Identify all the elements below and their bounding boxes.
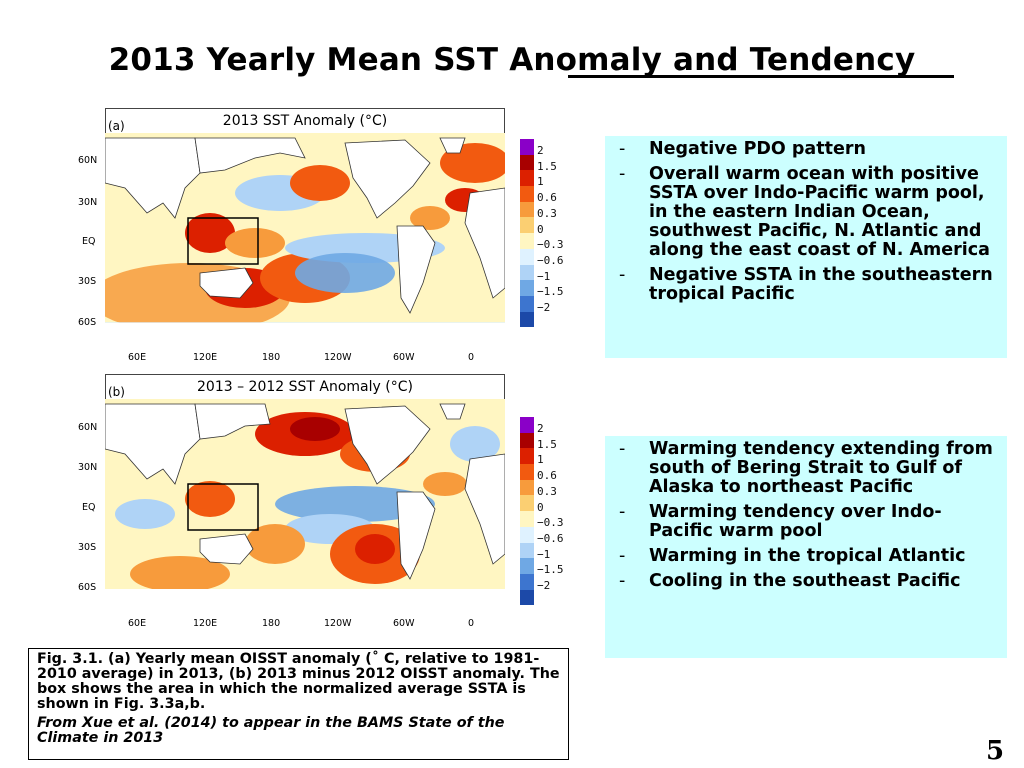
colorbar-b	[520, 417, 534, 606]
lon-label-180-a: 180	[262, 352, 281, 363]
colorbar-label: 1.5	[537, 159, 557, 173]
colorbar-label: 1.5	[537, 437, 557, 451]
warm-pool-box-a	[187, 217, 259, 265]
lon-label-60e-b: 60E	[128, 618, 147, 629]
bullet-item: - Warming tendency over Indo-Pacific warm…	[619, 502, 942, 541]
colorbar-swatch	[520, 170, 534, 187]
colorbar-label: −1	[537, 269, 551, 283]
lon-label-60e-a: 60E	[128, 352, 147, 363]
colorbar-a	[520, 139, 534, 328]
colorbar-label: 0.6	[537, 191, 557, 205]
colorbar-swatch	[520, 217, 534, 234]
lon-label-0-b: 0	[468, 618, 475, 629]
caption-source: From Xue et al. (2014) to appear in the …	[37, 715, 505, 746]
colorbar-swatch	[520, 432, 534, 449]
colorbar-swatch	[520, 589, 534, 606]
colorbar-label: 0.3	[537, 484, 557, 498]
colorbar-swatch	[520, 558, 534, 574]
colorbar-label: 1	[537, 175, 544, 189]
slide-title: 2013 Yearly Mean SST Anomaly and Tendenc…	[108, 42, 916, 78]
bullet-item: - Negative SSTA in the southeastern tropi…	[619, 265, 993, 304]
panel-a-label: (a)	[108, 119, 125, 133]
bullets-box-top: - Negative PDO pattern - Overall warm ocea…	[605, 136, 1007, 358]
lat-label-60n-a: 60N	[78, 155, 98, 166]
lon-label-120w-b: 120W	[324, 618, 352, 629]
colorbar-swatch	[520, 295, 534, 312]
colorbar-label: 0	[537, 500, 544, 514]
sst-tendency-map-b	[105, 399, 505, 614]
colorbar-label: −0.3	[537, 516, 564, 530]
panel-b-map-title: 2013 – 2012 SST Anomaly (°C)	[197, 379, 413, 395]
bullet-item: - Warming in the tropical Atlantic	[619, 546, 966, 566]
colorbar-swatch	[520, 311, 534, 328]
colorbar-label: 2	[537, 144, 544, 157]
colorbar-swatch	[520, 464, 534, 480]
figure-caption: Fig. 3.1. (a) Yearly mean OISST anomaly …	[28, 648, 569, 760]
bullet-item: - Cooling in the southeast Pacific	[619, 571, 961, 591]
colorbar-swatch	[520, 542, 534, 559]
map-panel-b: (b) 2013 – 2012 SST Anomaly (°C)	[105, 374, 505, 614]
bullet-item: - Overall warm ocean with positive SSTA o…	[619, 164, 990, 260]
sst-anomaly-map-a	[105, 133, 505, 348]
colorbar-label: 0.6	[537, 469, 557, 483]
colorbar-label: −0.3	[537, 238, 564, 252]
colorbar-swatch	[520, 479, 534, 496]
colorbar-swatch	[520, 280, 534, 296]
lat-label-60n-b: 60N	[78, 422, 98, 433]
caption-main: Fig. 3.1. (a) Yearly mean OISST anomaly …	[37, 651, 560, 712]
lat-label-30n-b: 30N	[78, 462, 98, 473]
colorbar-label: 1	[537, 453, 544, 467]
lon-label-60w-a: 60W	[393, 352, 415, 363]
map-panel-a: (a) 2013 SST Anomaly (°C)	[105, 108, 505, 348]
colorbar-swatch	[520, 573, 534, 590]
colorbar-swatch	[520, 186, 534, 202]
lat-label-eq-a: EQ	[82, 236, 96, 247]
colorbar-swatch	[520, 233, 534, 249]
warm-pool-box-b	[187, 483, 259, 531]
colorbar-swatch	[520, 201, 534, 218]
lat-label-eq-b: EQ	[82, 502, 96, 513]
bullet-item: - Negative PDO pattern	[619, 139, 866, 159]
colorbar-swatch	[520, 248, 534, 265]
panel-a-map-title: 2013 SST Anomaly (°C)	[223, 113, 387, 129]
title-underline	[568, 75, 954, 78]
bullet-item: - Warming tendency extending from south o…	[619, 439, 993, 497]
lon-label-0-a: 0	[468, 352, 475, 363]
lon-label-60w-b: 60W	[393, 618, 415, 629]
lon-label-180-b: 180	[262, 618, 281, 629]
lon-label-120e-a: 120E	[193, 352, 218, 363]
colorbar-label: −2	[537, 579, 551, 592]
lat-label-60s-a: 60S	[78, 317, 97, 328]
colorbar-label: −1.5	[537, 285, 564, 299]
colorbar-label: −2	[537, 301, 551, 314]
colorbar-label: 0	[537, 222, 544, 236]
colorbar-label: −0.6	[537, 531, 564, 545]
bullets-box-bottom: - Warming tendency extending from south o…	[605, 436, 1007, 658]
lat-label-60s-b: 60S	[78, 582, 97, 593]
page-number: 5	[986, 736, 1005, 766]
colorbar-swatch	[520, 417, 534, 433]
colorbar-label: 2	[537, 422, 544, 435]
colorbar-swatch	[520, 526, 534, 543]
lat-label-30s-a: 30S	[78, 276, 97, 287]
colorbar-label: −0.6	[537, 253, 564, 267]
colorbar-swatch	[520, 511, 534, 527]
panel-b-label: (b)	[108, 385, 125, 399]
colorbar-swatch	[520, 448, 534, 465]
lon-label-120w-a: 120W	[324, 352, 352, 363]
lat-label-30n-a: 30N	[78, 197, 98, 208]
colorbar-label: −1	[537, 547, 551, 561]
colorbar-swatch	[520, 139, 534, 155]
colorbar-label: 0.3	[537, 206, 557, 220]
colorbar-swatch	[520, 264, 534, 281]
colorbar-swatch	[520, 154, 534, 171]
lat-label-30s-b: 30S	[78, 542, 97, 553]
colorbar-swatch	[520, 495, 534, 512]
lon-label-120e-b: 120E	[193, 618, 218, 629]
colorbar-label: −1.5	[537, 563, 564, 577]
